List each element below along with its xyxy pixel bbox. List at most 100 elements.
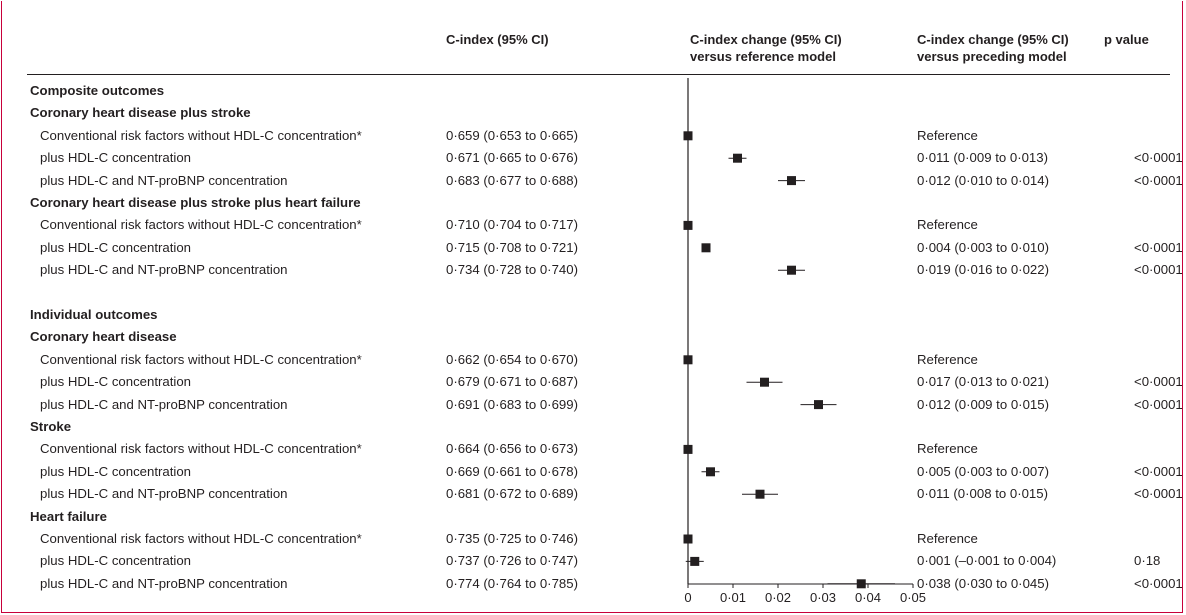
row-label: Coronary heart disease plus stroke plus … xyxy=(30,195,361,210)
row-label: plus HDL-C concentration xyxy=(40,374,191,390)
row-label: plus HDL-C concentration xyxy=(40,463,191,479)
change-cell: Reference xyxy=(917,531,978,546)
row-label: plus HDL-C and NT-proBNP concentration xyxy=(40,486,288,502)
row-label: plus HDL-C and NT-proBNP concentration xyxy=(40,262,288,278)
row-label: Coronary heart disease plus stroke xyxy=(30,105,251,121)
outcome-heading: Stroke xyxy=(0,416,1186,438)
cindex-cell: 0·715 (0·708 to 0·721) xyxy=(446,239,578,255)
point-estimate-marker xyxy=(701,243,711,253)
p-value-cell: <0·0001 xyxy=(1134,239,1183,255)
cindex-cell: 0·679 (0·671 to 0·687) xyxy=(446,374,578,390)
point-estimate-marker xyxy=(856,579,866,589)
table-row: Conventional risk factors without HDL-C … xyxy=(0,125,1186,147)
table-row: plus HDL-C concentration 0·715 (0·708 to … xyxy=(0,237,1186,259)
row-label: plus HDL-C concentration xyxy=(40,150,191,166)
point-estimate-marker xyxy=(733,153,742,163)
change-cell: 0·038 (0·030 to 0·045) xyxy=(917,575,1049,591)
x-tick-label: 0 xyxy=(684,590,691,605)
change-cell: 0·001 (–0·001 to 0·004) xyxy=(917,553,1057,569)
p-value-cell: <0·0001 xyxy=(1134,575,1183,591)
change-cell: Reference xyxy=(917,127,978,143)
row-label: Heart failure xyxy=(30,508,107,524)
table-row: plus HDL-C concentration 0·679 (0·671 to … xyxy=(0,371,1186,393)
outcome-heading: Coronary heart disease plus stroke plus … xyxy=(0,192,1186,214)
cindex-cell: 0·659 (0·653 to 0·665) xyxy=(446,127,578,143)
table-row: Conventional risk factors without HDL-C … xyxy=(0,438,1186,460)
table-row: plus HDL-C and NT-proBNP concentration 0·… xyxy=(0,483,1186,505)
header-change-vs-reference-line2: versus reference model xyxy=(690,49,836,64)
point-estimate-marker xyxy=(683,444,693,454)
header-change-vs-reference-line1: C-index change (95% CI) xyxy=(690,32,842,47)
p-value-cell: <0·0001 xyxy=(1134,396,1183,412)
row-label: plus HDL-C and NT-proBNP concentration xyxy=(40,396,288,412)
change-cell: Reference xyxy=(917,217,978,233)
row-label: Individual outcomes xyxy=(30,307,158,322)
point-estimate-marker xyxy=(690,556,700,566)
row-label: Conventional risk factors without HDL-C … xyxy=(40,351,362,367)
cindex-cell: 0·774 (0·764 to 0·785) xyxy=(446,575,578,591)
table-row: plus HDL-C and NT-proBNP concentration 0·… xyxy=(0,170,1186,192)
header-change-vs-preceding-line1: C-index change (95% CI) xyxy=(917,32,1069,47)
cindex-cell: 0·683 (0·677 to 0·688) xyxy=(446,172,578,188)
point-estimate-marker xyxy=(760,377,769,387)
table-row: Conventional risk factors without HDL-C … xyxy=(0,528,1186,550)
header-p-value: p value xyxy=(1104,32,1149,47)
cindex-cell: 0·681 (0·672 to 0·689) xyxy=(446,486,578,502)
cindex-cell: 0·710 (0·704 to 0·717) xyxy=(446,217,578,233)
x-tick-label: 0·02 xyxy=(765,590,791,605)
table-row: Conventional risk factors without HDL-C … xyxy=(0,214,1186,236)
point-estimate-marker xyxy=(683,534,693,544)
point-estimate-marker xyxy=(787,176,796,186)
cindex-cell: 0·664 (0·656 to 0·673) xyxy=(446,441,578,457)
p-value-cell: <0·0001 xyxy=(1134,486,1183,502)
point-estimate-marker xyxy=(683,220,693,230)
row-label: plus HDL-C concentration xyxy=(40,239,191,255)
p-value-cell: <0·0001 xyxy=(1134,374,1183,390)
row-label: plus HDL-C concentration xyxy=(40,553,191,569)
p-value-cell: <0·0001 xyxy=(1134,172,1183,188)
table-row: plus HDL-C concentration 0·737 (0·726 to … xyxy=(0,550,1186,572)
outcome-heading: Coronary heart disease plus stroke xyxy=(0,102,1186,124)
header-change-vs-preceding: C-index change (95% CI) versus preceding… xyxy=(917,31,1069,65)
row-label: plus HDL-C and NT-proBNP concentration xyxy=(40,172,288,188)
outcome-heading: Heart failure xyxy=(0,506,1186,528)
change-cell: Reference xyxy=(917,441,978,457)
table-row: Conventional risk factors without HDL-C … xyxy=(0,349,1186,371)
header-change-vs-preceding-line2: versus preceding model xyxy=(917,49,1067,64)
row-label: Conventional risk factors without HDL-C … xyxy=(40,217,362,233)
point-estimate-marker xyxy=(683,355,693,365)
cindex-cell: 0·737 (0·726 to 0·747) xyxy=(446,553,578,569)
row-label: Conventional risk factors without HDL-C … xyxy=(40,531,362,546)
point-estimate-marker xyxy=(787,265,796,275)
point-estimate-marker xyxy=(683,131,693,141)
point-estimate-marker xyxy=(814,400,823,410)
change-cell: 0·017 (0·013 to 0·021) xyxy=(917,374,1049,390)
change-cell: 0·012 (0·010 to 0·014) xyxy=(917,172,1049,188)
cindex-cell: 0·735 (0·725 to 0·746) xyxy=(446,531,578,546)
cindex-cell: 0·669 (0·661 to 0·678) xyxy=(446,463,578,479)
table-row: plus HDL-C and NT-proBNP concentration 0·… xyxy=(0,573,1186,595)
section-heading: Composite outcomes xyxy=(0,80,1186,102)
row-label: Coronary heart disease xyxy=(30,329,177,345)
change-cell: 0·019 (0·016 to 0·022) xyxy=(917,262,1049,278)
row-label: plus HDL-C and NT-proBNP concentration xyxy=(40,575,288,591)
x-tick-label: 0·04 xyxy=(855,590,881,605)
p-value-cell: <0·0001 xyxy=(1134,463,1183,479)
x-tick-label: 0·05 xyxy=(900,590,926,605)
row-label: Composite outcomes xyxy=(30,83,165,98)
header-cindex: C-index (95% CI) xyxy=(446,32,549,47)
x-tick-label: 0·01 xyxy=(720,590,746,605)
row-label: Stroke xyxy=(30,419,72,434)
change-cell: 0·012 (0·009 to 0·015) xyxy=(917,396,1049,412)
change-cell: Reference xyxy=(917,351,978,367)
cindex-cell: 0·671 (0·665 to 0·676) xyxy=(446,150,578,166)
point-estimate-marker xyxy=(706,467,715,477)
header-rule xyxy=(27,74,1170,75)
table-row: plus HDL-C and NT-proBNP concentration 0·… xyxy=(0,259,1186,281)
change-cell: 0·004 (0·003 to 0·010) xyxy=(917,239,1049,255)
section-heading: Individual outcomes xyxy=(0,304,1186,326)
cindex-cell: 0·662 (0·654 to 0·670) xyxy=(446,351,578,367)
cindex-cell: 0·691 (0·683 to 0·699) xyxy=(446,396,578,412)
